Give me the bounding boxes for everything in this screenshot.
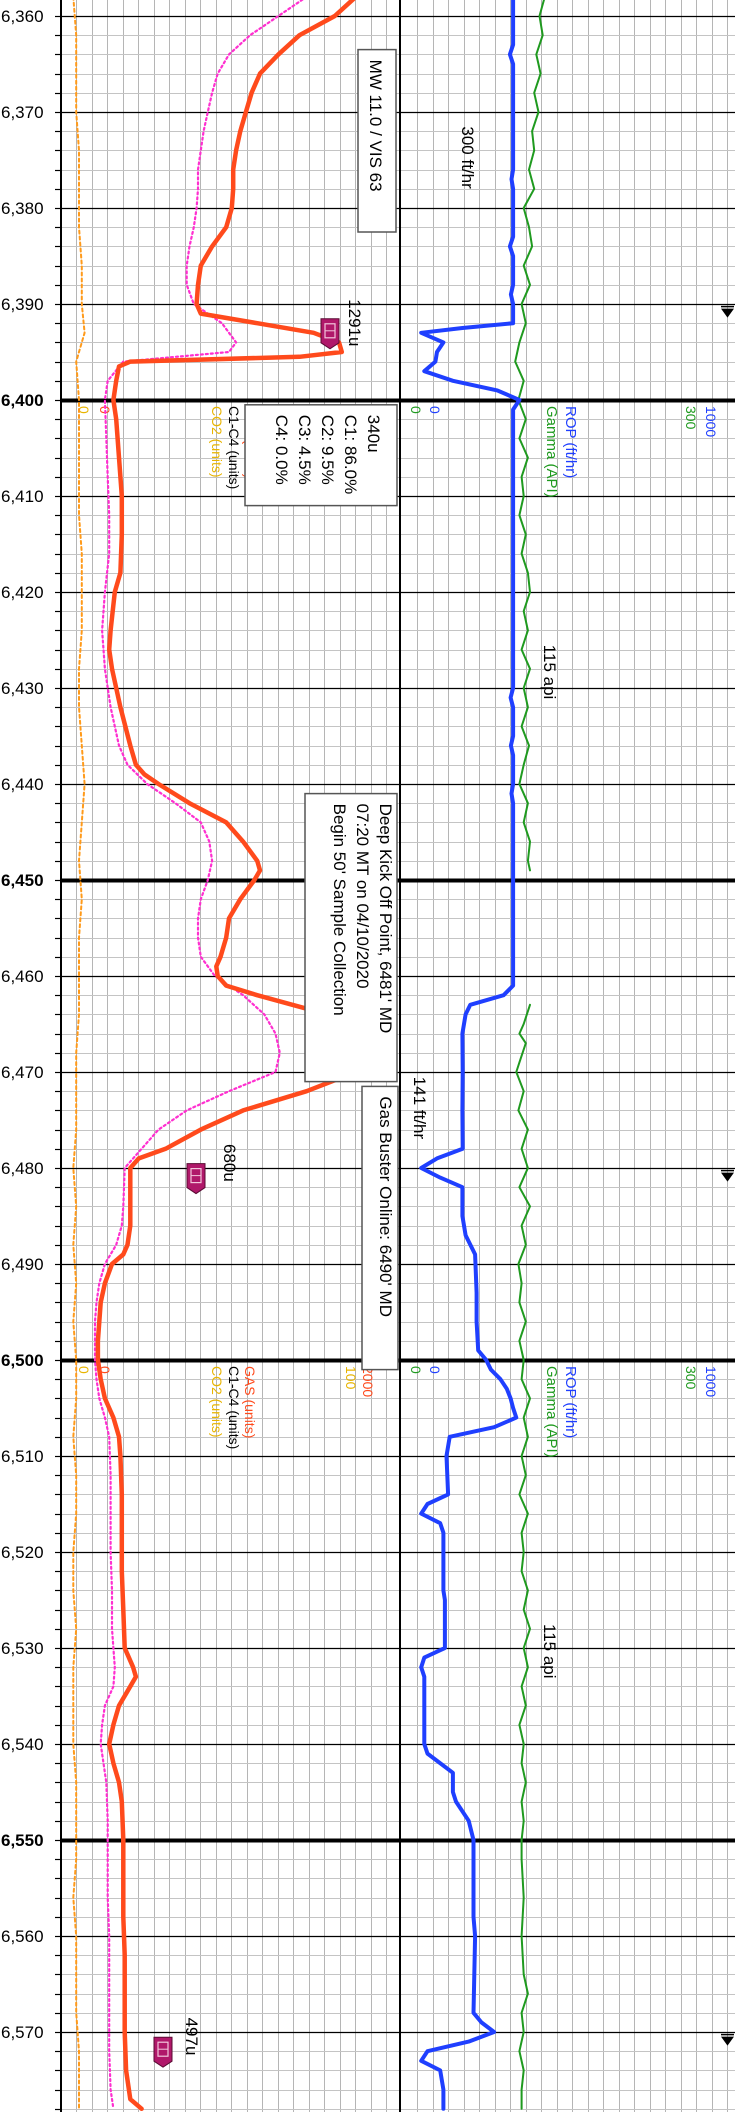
depth-axis: 6,360 6,370 6,380 6,390 6,400 6,410 6,420 6,430… <box>1 7 44 2042</box>
annotation-text: 07:20 MT on 04/10/2020 <box>353 804 372 989</box>
annotation: 115 api <box>540 1624 559 1679</box>
rop-label: ROP (ft/hr) <box>562 406 579 478</box>
gamma-scale-min: 0 <box>408 406 424 414</box>
depth-label: 6,540 <box>1 1735 44 1754</box>
gas-scale-min: 0 <box>97 1366 113 1374</box>
depth-label: 6,500 <box>1 1351 44 1370</box>
depth-label: 6,420 <box>1 583 44 602</box>
depth-label: 6,480 <box>1 1159 44 1178</box>
annotation: 141 ft/hr <box>410 1077 429 1140</box>
annotation-box <box>361 1085 399 1371</box>
rop-scale-min: 0 <box>427 406 443 414</box>
co2-scale-max: 100 <box>343 1366 359 1390</box>
edge-marker-icon <box>721 308 734 318</box>
annotation-text: 115 api <box>540 645 559 700</box>
co2-units-curve <box>72 0 86 2110</box>
depth-label: 6,440 <box>1 775 44 794</box>
co2-label: CO2 (units) <box>209 406 225 478</box>
gamma-api-curve <box>514 0 545 2110</box>
gamma-scale-max: 300 <box>683 1366 699 1390</box>
annotation-text: 300 ft/hr <box>458 126 477 189</box>
annotation: 300 ft/hr <box>458 126 477 189</box>
c1c4-label: C1-C4 (units) <box>226 406 242 489</box>
annotation-text: 115 api <box>540 1624 559 1679</box>
edge-marker-icon <box>721 2036 734 2046</box>
gas-units-curve <box>95 0 364 2112</box>
depth-label: 6,360 <box>1 7 44 26</box>
depth-label: 6,570 <box>1 2023 44 2042</box>
annotation-text: C2: 9.5% <box>318 415 337 485</box>
depth-label: 6,430 <box>1 679 44 698</box>
rop-scale-min: 0 <box>427 1366 443 1374</box>
depth-label: 6,370 <box>1 103 44 122</box>
annotation-text: 497u <box>182 2018 201 2056</box>
annotation-text: 680u <box>220 1144 239 1182</box>
depth-label: 6,460 <box>1 967 44 986</box>
annotation: 497u <box>153 2018 201 2068</box>
gas-label: GAS (units) <box>242 1366 258 1438</box>
depth-label: 6,380 <box>1 199 44 218</box>
annotation-text: C4: 0.0% <box>272 415 291 485</box>
co2-label: CO2 (units) <box>209 1366 225 1438</box>
edge-marker-icon <box>721 1172 734 1182</box>
depth-label: 6,530 <box>1 1639 44 1658</box>
annotation-box <box>357 48 397 233</box>
depth-label: 6,550 <box>1 1831 44 1850</box>
annotation-text: 1291u <box>345 299 364 346</box>
rop-ft-hr-curve <box>419 0 522 2111</box>
depth-label: 6,470 <box>1 1063 44 1082</box>
co2-scale-min: 0 <box>76 1366 92 1374</box>
annotation-text: C3: 4.5% <box>295 415 314 485</box>
depth-label: 6,400 <box>1 391 44 410</box>
depth-label: 6,410 <box>1 487 44 506</box>
gamma-label: Gamma (API) <box>543 1366 560 1458</box>
gamma-scale-max: 300 <box>683 406 699 430</box>
annotation: 115 api <box>540 645 559 700</box>
depth-label: 6,510 <box>1 1447 44 1466</box>
annotation: Gas Buster Online: 6490' MD <box>361 1085 399 1371</box>
rop-label: ROP (ft/hr) <box>562 1366 579 1438</box>
annotation: 1291u <box>320 299 364 350</box>
annotation-text: MW 11.0 / VIS 63 <box>366 60 385 192</box>
c1c4-label: C1-C4 (units) <box>226 1366 242 1449</box>
annotation-text: 340u <box>364 415 383 453</box>
rop-scale-max: 1000 <box>703 1366 719 1397</box>
c1-c4-units-curve <box>93 0 304 2110</box>
gamma-scale-min: 0 <box>408 1366 424 1374</box>
annotation-box <box>244 404 398 507</box>
gamma-label: Gamma (API) <box>543 406 560 498</box>
rop-scale-max: 1000 <box>703 406 719 437</box>
depth-label: 6,390 <box>1 295 44 314</box>
annotation: MW 11.0 / VIS 63 <box>357 48 397 233</box>
gas-scale-max: 2000 <box>360 1366 376 1397</box>
annotation-box <box>304 792 398 1083</box>
co2-scale-min: 0 <box>76 406 92 414</box>
depth-label: 6,450 <box>1 871 44 890</box>
annotation-text: C1: 86.0% <box>341 415 360 494</box>
annotation-text: 141 ft/hr <box>410 1077 429 1140</box>
depth-label: 6,490 <box>1 1255 44 1274</box>
depth-label: 6,560 <box>1 1927 44 1946</box>
annotation-text: Gas Buster Online: 6490' MD <box>376 1096 395 1317</box>
annotation-text: Deep Kick Off Point, 6481' MD <box>376 804 395 1034</box>
depth-label: 6,520 <box>1 1543 44 1562</box>
log-curves <box>72 0 545 2112</box>
annotation-text: Begin 50' Sample Collection <box>330 804 349 1016</box>
annotation: 680u <box>186 1144 239 1195</box>
